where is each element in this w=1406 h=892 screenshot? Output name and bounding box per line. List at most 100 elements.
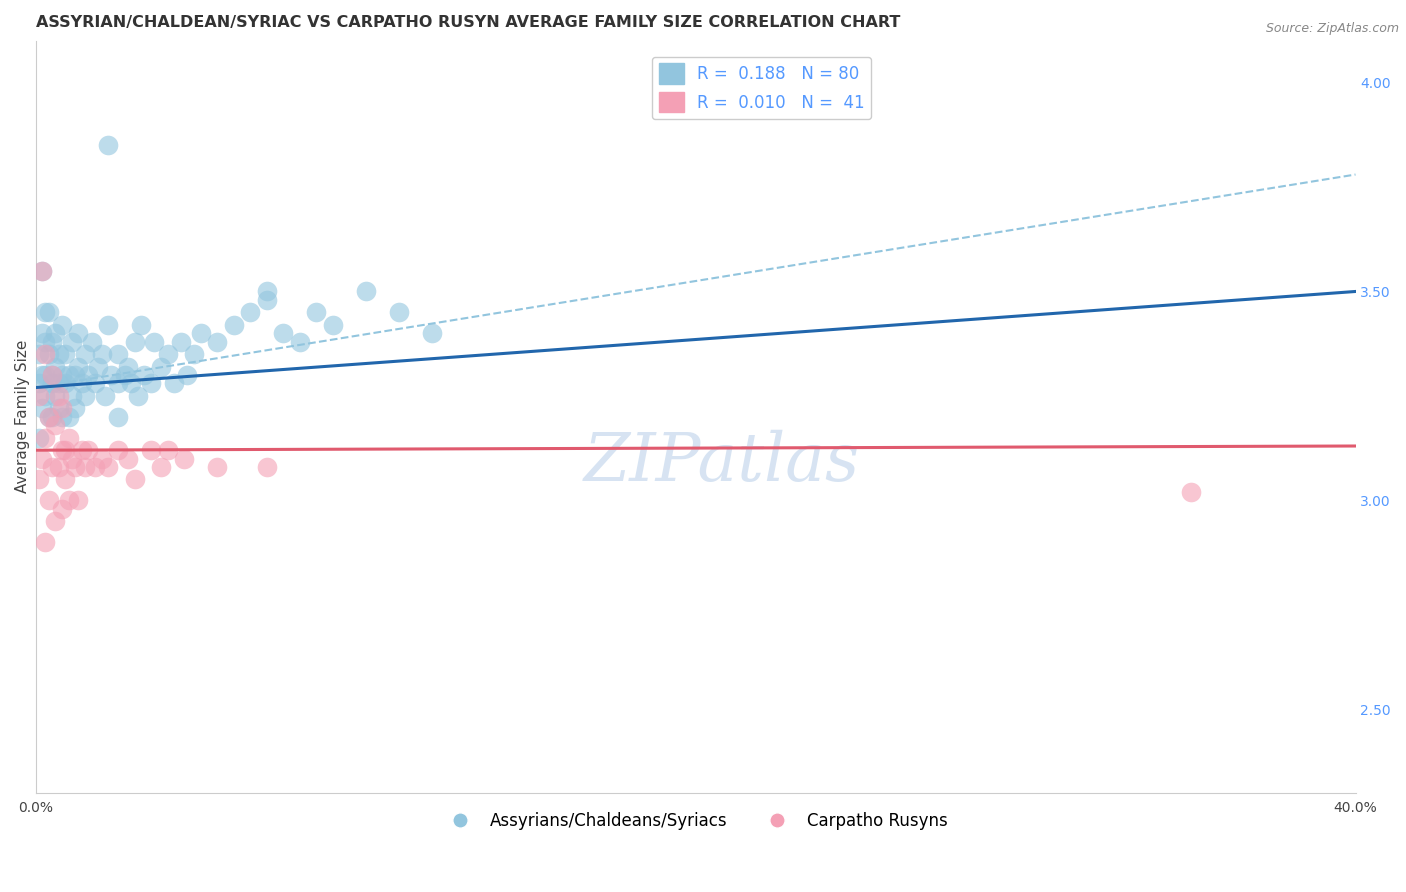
Point — [387, 305, 409, 319]
Point — [34, 368, 56, 382]
Point — [34, 431, 56, 445]
Point — [73, 389, 96, 403]
Point — [149, 459, 172, 474]
Point — [67, 493, 90, 508]
Point — [34, 347, 56, 361]
Point — [63, 459, 86, 474]
Point — [48, 459, 70, 474]
Point — [31, 451, 53, 466]
Point — [256, 285, 278, 299]
Point — [31, 263, 53, 277]
Point — [114, 368, 136, 382]
Point — [84, 459, 107, 474]
Text: ZIPatlas: ZIPatlas — [583, 429, 860, 494]
Point — [38, 305, 60, 319]
Point — [51, 443, 73, 458]
Point — [28, 376, 51, 391]
Point — [44, 514, 66, 528]
Point — [38, 409, 60, 424]
Point — [176, 368, 198, 382]
Point — [149, 359, 172, 374]
Point — [73, 459, 96, 474]
Point — [134, 368, 156, 382]
Point — [87, 359, 110, 374]
Point — [38, 347, 60, 361]
Point — [41, 368, 63, 382]
Point — [97, 459, 120, 474]
Y-axis label: Average Family Size: Average Family Size — [15, 340, 30, 493]
Point — [173, 451, 195, 466]
Point — [70, 443, 93, 458]
Point — [31, 263, 53, 277]
Point — [67, 359, 90, 374]
Point — [117, 359, 139, 374]
Point — [28, 389, 51, 403]
Point — [48, 389, 70, 403]
Point — [354, 285, 377, 299]
Point — [60, 389, 83, 403]
Point — [100, 368, 122, 382]
Point — [239, 305, 262, 319]
Point — [256, 459, 278, 474]
Point — [58, 431, 80, 445]
Point — [420, 326, 443, 341]
Point — [34, 334, 56, 349]
Point — [31, 368, 53, 382]
Point — [53, 443, 76, 458]
Point — [44, 418, 66, 433]
Point — [34, 305, 56, 319]
Point — [124, 334, 146, 349]
Point — [129, 318, 152, 332]
Point — [107, 347, 129, 361]
Point — [156, 443, 179, 458]
Point — [1180, 485, 1202, 500]
Text: ASSYRIAN/CHALDEAN/SYRIAC VS CARPATHO RUSYN AVERAGE FAMILY SIZE CORRELATION CHART: ASSYRIAN/CHALDEAN/SYRIAC VS CARPATHO RUS… — [35, 15, 900, 30]
Point — [48, 376, 70, 391]
Point — [156, 347, 179, 361]
Point — [127, 389, 149, 403]
Point — [67, 326, 90, 341]
Point — [139, 376, 162, 391]
Point — [97, 318, 120, 332]
Point — [170, 334, 193, 349]
Point — [48, 347, 70, 361]
Point — [58, 368, 80, 382]
Point — [107, 443, 129, 458]
Point — [70, 376, 93, 391]
Point — [34, 389, 56, 403]
Point — [90, 347, 112, 361]
Point — [124, 472, 146, 486]
Point — [38, 409, 60, 424]
Legend: Assyrians/Chaldeans/Syriacs, Carpatho Rusyns: Assyrians/Chaldeans/Syriacs, Carpatho Ru… — [436, 805, 955, 837]
Point — [77, 368, 100, 382]
Point — [163, 376, 186, 391]
Point — [107, 376, 129, 391]
Point — [58, 409, 80, 424]
Point — [84, 376, 107, 391]
Point — [44, 326, 66, 341]
Point — [51, 368, 73, 382]
Point — [41, 459, 63, 474]
Point — [73, 347, 96, 361]
Point — [271, 326, 294, 341]
Point — [28, 431, 51, 445]
Point — [60, 451, 83, 466]
Point — [51, 318, 73, 332]
Point — [143, 334, 166, 349]
Point — [44, 389, 66, 403]
Point — [31, 326, 53, 341]
Point — [256, 293, 278, 307]
Point — [51, 401, 73, 416]
Point — [60, 334, 83, 349]
Text: Source: ZipAtlas.com: Source: ZipAtlas.com — [1265, 22, 1399, 36]
Point — [97, 138, 120, 153]
Point — [28, 472, 51, 486]
Point — [41, 368, 63, 382]
Point — [53, 347, 76, 361]
Point — [38, 493, 60, 508]
Point — [120, 376, 142, 391]
Point — [31, 401, 53, 416]
Point — [41, 376, 63, 391]
Point — [77, 443, 100, 458]
Point — [183, 347, 205, 361]
